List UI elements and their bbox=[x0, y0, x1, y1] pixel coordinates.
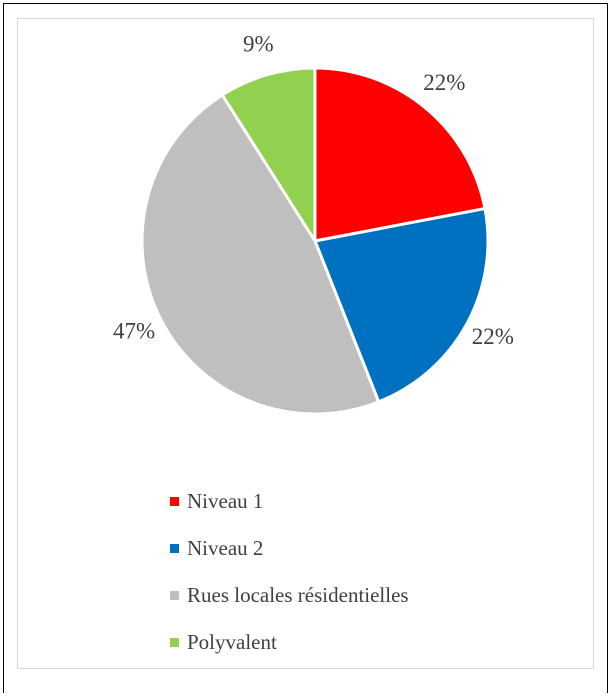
page-frame bbox=[3, 3, 608, 693]
legend-swatch-niveau-1 bbox=[170, 497, 179, 506]
legend-label-niveau-2: Niveau 2 bbox=[187, 536, 264, 560]
legend-item-niveau-1: Niveau 1 bbox=[170, 478, 409, 525]
data-label-rues-locales: 47% bbox=[113, 318, 155, 343]
legend-swatch-polyvalent bbox=[170, 638, 179, 647]
legend-label-rues-locales: Rues locales résidentielles bbox=[187, 583, 409, 607]
legend-label-niveau-1: Niveau 1 bbox=[187, 489, 264, 513]
data-label-polyvalent: 9% bbox=[243, 31, 274, 56]
legend-label-polyvalent: Polyvalent bbox=[187, 630, 277, 654]
pie-slice-niveau-1 bbox=[313, 66, 487, 243]
pie-slice-rues-locales bbox=[140, 93, 381, 416]
data-label-niveau-2: 22% bbox=[472, 324, 514, 349]
chart-legend: Niveau 1 Niveau 2 Rues locales résidenti… bbox=[170, 478, 409, 666]
legend-item-niveau-2: Niveau 2 bbox=[170, 525, 409, 572]
data-label-niveau-1: 22% bbox=[423, 70, 465, 95]
legend-item-polyvalent: Polyvalent bbox=[170, 619, 409, 666]
pie-slice-polyvalent bbox=[220, 66, 317, 243]
pie-slice-niveau-2 bbox=[313, 207, 490, 404]
legend-swatch-niveau-2 bbox=[170, 544, 179, 553]
legend-swatch-rues-locales bbox=[170, 591, 179, 600]
legend-item-rues-locales: Rues locales résidentielles bbox=[170, 572, 409, 619]
